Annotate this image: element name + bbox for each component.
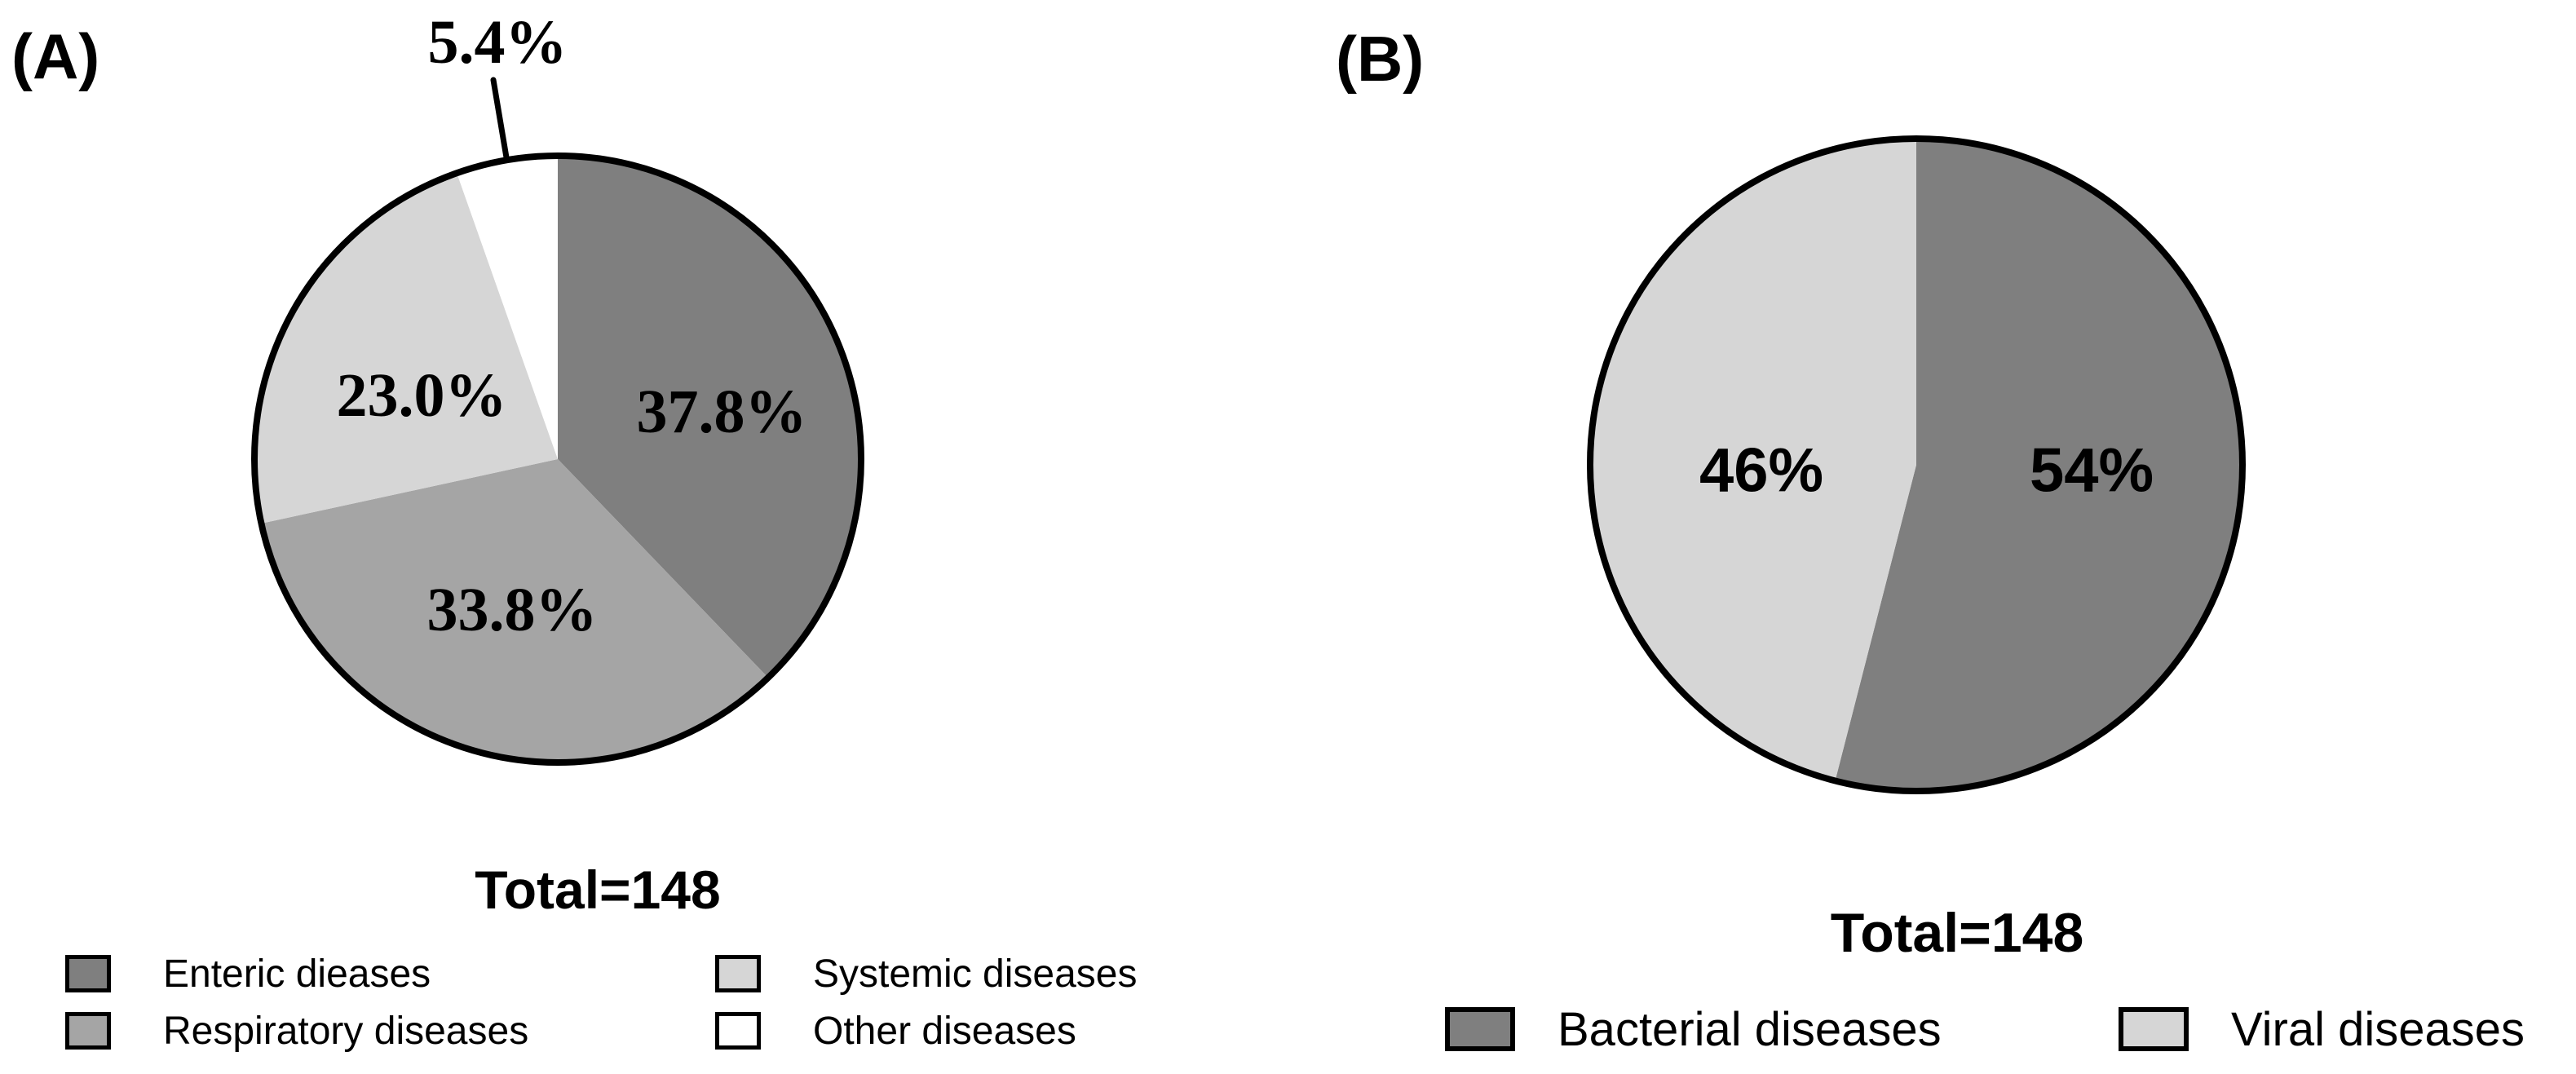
pie-a-slice-value-respiratory-diseases: 33.8% xyxy=(427,576,598,644)
panel-b-legend: Bacterial diseases Viral diseases xyxy=(1445,1003,2576,1056)
panel-a-label: (A) xyxy=(11,20,100,92)
panel-b-label: (B) xyxy=(1336,23,1425,95)
panel-b-total: Total=148 xyxy=(1830,902,2084,964)
pie-b-slice-viral-diseases xyxy=(1590,139,1916,781)
legend-swatch-icon xyxy=(65,1012,111,1050)
legend-item: Viral diseases xyxy=(2119,1003,2525,1056)
pie-a-callout-line-other-diseases xyxy=(490,77,510,161)
legend-label: Viral diseases xyxy=(2231,1002,2525,1056)
legend-swatch-icon xyxy=(65,955,111,992)
legend-item: Other diseases xyxy=(715,1007,1137,1054)
legend-label: Other diseases xyxy=(813,1009,1076,1053)
pie-a-slice-enteric-dieases xyxy=(558,156,862,678)
legend-item: Bacterial diseases xyxy=(1445,1003,1942,1056)
legend-label: Bacterial diseases xyxy=(1558,1002,1942,1056)
pie-b-slice-bacterial-diseases xyxy=(1835,138,2243,791)
legend-swatch-icon xyxy=(715,1012,761,1050)
pie-a-slice-value-systemic-diseases: 23.0% xyxy=(337,361,507,430)
pie-b-slice-value-bacterial-diseases: 54% xyxy=(2030,436,2154,506)
legend-item: Enteric dieases xyxy=(65,950,715,997)
legend-swatch-icon xyxy=(715,955,761,992)
pie-a-slice-other-diseases xyxy=(457,156,558,459)
legend-swatch-icon xyxy=(1445,1007,1515,1051)
legend-label: Respiratory diseases xyxy=(163,1009,529,1053)
pie-a-outline xyxy=(251,152,864,766)
panel-a-total: Total=148 xyxy=(475,860,721,920)
pie-a-slice-value-enteric-dieases: 37.8% xyxy=(637,378,807,446)
pie-a-slice-respiratory-diseases xyxy=(261,459,768,762)
pie-b-outline xyxy=(1587,135,2246,794)
panel-a-legend: Enteric dieases Respiratory diseases Syste… xyxy=(65,950,1137,1054)
legend-item: Systemic diseases xyxy=(715,950,1137,997)
legend-label: Enteric dieases xyxy=(163,952,431,996)
legend-swatch-icon xyxy=(2119,1007,2189,1051)
pie-a-slice-value-other-diseases: 5.4% xyxy=(428,8,568,77)
pie-b-slice-value-viral-diseases: 46% xyxy=(1699,436,1823,506)
legend-item: Respiratory diseases xyxy=(65,1007,715,1054)
legend-label: Systemic diseases xyxy=(813,952,1138,996)
